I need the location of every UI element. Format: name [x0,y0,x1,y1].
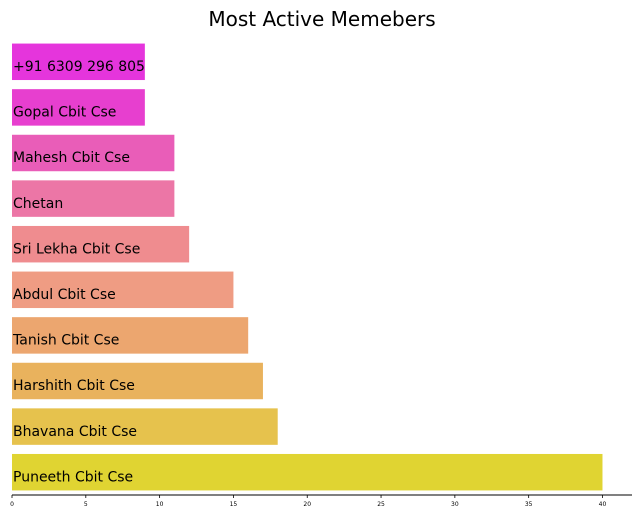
x-tick-label: 10 [156,501,164,508]
chart-title: Most Active Memebers [208,7,435,31]
bar [12,43,145,81]
x-tick-label: 15 [230,501,238,508]
bar [12,180,175,217]
bar-label: Sri Lekha Cbit Cse [13,241,140,257]
bar-label: Mahesh Cbit Cse [13,150,130,166]
bar [12,408,278,445]
bar [12,271,234,309]
bar [12,89,145,126]
bar-label: Chetan [13,196,63,212]
bar-label: Harshith Cbit Cse [13,378,135,394]
bar [12,453,603,491]
bar-label: Puneeth Cbit Cse [13,469,133,485]
bars-group: +91 6309 296 805 Gopal Cbit Cse Mahesh Cbi… [12,43,603,491]
bar [12,317,249,354]
x-tick-label: 25 [377,501,385,508]
x-tick-label: 35 [525,501,533,508]
x-tick-label: 40 [599,501,607,508]
x-tick-label: 20 [303,501,311,508]
bar [12,362,263,400]
bar [12,134,175,172]
bar-label: Bhavana Cbit Cse [13,424,137,440]
bar-label: Tanish Cbit Cse [12,333,119,349]
bar-label: +91 6309 296 805 [13,59,145,75]
x-axis: 0 5 10 15 20 25 30 35 40 [10,494,632,508]
x-tick-label: 0 [10,501,14,508]
bar [12,225,190,263]
x-tick-label: 5 [84,501,88,508]
x-tick-label: 30 [451,501,459,508]
bar-label: Gopal Cbit Cse [13,105,116,121]
bar-label: Abdul Cbit Cse [13,287,116,303]
